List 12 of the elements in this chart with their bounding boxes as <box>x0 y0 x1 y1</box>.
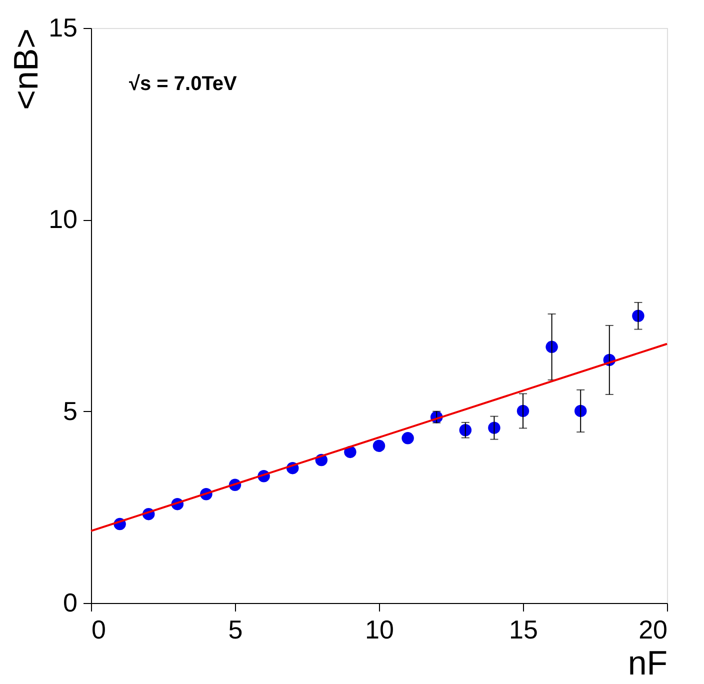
x-tick-label: 15 <box>509 614 538 644</box>
y-tick-label: 15 <box>48 12 78 42</box>
x-tick-label: 0 <box>92 614 106 644</box>
x-tick-label: 10 <box>365 614 394 644</box>
y-tick-label: 10 <box>48 204 78 234</box>
annotation: √s = 7.0TeV <box>129 73 238 95</box>
x-tick-label: 20 <box>638 614 668 644</box>
x-axis-title: nF <box>628 644 668 682</box>
y-tick-label: 0 <box>63 588 78 618</box>
x-tick-label: 5 <box>228 614 243 644</box>
y-axis-title: <nB> <box>8 28 46 110</box>
y-tick-label: 5 <box>63 396 78 426</box>
